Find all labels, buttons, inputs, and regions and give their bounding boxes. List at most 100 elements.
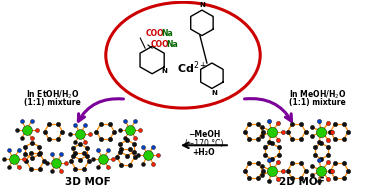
- Point: [28, 167, 34, 170]
- Point: [309, 125, 314, 128]
- Point: [22, 145, 28, 148]
- Point: [42, 130, 48, 133]
- Point: [145, 153, 151, 156]
- FancyArrowPatch shape: [183, 143, 227, 148]
- Point: [266, 180, 272, 183]
- Point: [155, 153, 161, 156]
- Text: Cd$^{2+}$: Cd$^{2+}$: [177, 60, 207, 76]
- Point: [98, 138, 104, 141]
- Text: −MeOH: −MeOH: [188, 130, 220, 139]
- Point: [59, 153, 64, 156]
- Point: [34, 128, 40, 131]
- Point: [46, 138, 52, 141]
- FancyArrowPatch shape: [244, 99, 292, 121]
- Point: [318, 169, 324, 172]
- Point: [325, 146, 331, 149]
- Point: [87, 132, 93, 135]
- Point: [346, 169, 351, 172]
- Point: [150, 145, 156, 148]
- Point: [114, 156, 120, 159]
- Point: [16, 166, 22, 169]
- Text: Na: Na: [161, 29, 173, 38]
- Point: [82, 167, 87, 170]
- Point: [150, 162, 156, 165]
- Point: [84, 154, 90, 157]
- Point: [60, 130, 66, 133]
- Point: [259, 174, 265, 177]
- Point: [255, 162, 261, 165]
- Point: [124, 154, 130, 157]
- Point: [122, 137, 128, 140]
- Text: COO: COO: [150, 40, 169, 49]
- Point: [107, 122, 113, 125]
- Text: Na: Na: [166, 40, 178, 49]
- Point: [289, 162, 295, 165]
- Point: [269, 157, 274, 160]
- Point: [329, 169, 335, 172]
- Point: [96, 149, 101, 152]
- Point: [262, 153, 268, 156]
- Point: [24, 128, 30, 131]
- Text: N: N: [161, 68, 167, 74]
- Text: (∼170 °C): (∼170 °C): [185, 139, 223, 148]
- Point: [100, 157, 106, 160]
- Point: [329, 130, 335, 133]
- Point: [289, 122, 295, 125]
- Point: [82, 124, 88, 127]
- Point: [325, 178, 331, 181]
- Point: [341, 138, 347, 141]
- Point: [131, 150, 137, 153]
- Point: [325, 139, 331, 142]
- Point: [16, 149, 22, 152]
- Point: [117, 150, 123, 153]
- Point: [132, 137, 138, 140]
- Point: [135, 153, 141, 156]
- Point: [6, 149, 12, 152]
- Point: [332, 122, 338, 125]
- Point: [303, 130, 309, 133]
- Point: [127, 148, 133, 151]
- Point: [14, 128, 19, 131]
- Text: N: N: [199, 2, 205, 8]
- Point: [29, 137, 34, 140]
- Point: [118, 148, 124, 151]
- Point: [309, 135, 314, 138]
- Point: [298, 138, 304, 141]
- Point: [285, 169, 291, 172]
- Point: [1, 157, 7, 160]
- Point: [84, 146, 90, 149]
- Point: [72, 124, 78, 127]
- Point: [269, 130, 274, 133]
- Point: [285, 130, 291, 133]
- Point: [82, 152, 87, 155]
- Point: [118, 163, 124, 166]
- Point: [309, 165, 314, 168]
- Point: [276, 153, 281, 156]
- Point: [246, 177, 252, 180]
- Point: [298, 162, 304, 165]
- Text: 3D MOF: 3D MOF: [66, 177, 111, 187]
- Point: [29, 157, 35, 160]
- Point: [276, 161, 281, 164]
- Point: [276, 146, 281, 149]
- Point: [117, 128, 123, 131]
- Point: [44, 161, 49, 164]
- Point: [23, 159, 29, 162]
- Point: [266, 119, 272, 122]
- Point: [37, 167, 42, 170]
- Point: [132, 120, 138, 123]
- Text: COO: COO: [145, 29, 164, 38]
- Point: [127, 163, 133, 166]
- Point: [280, 130, 285, 133]
- Point: [93, 130, 99, 133]
- Point: [105, 149, 111, 152]
- Point: [269, 169, 274, 172]
- Point: [72, 167, 78, 170]
- Point: [28, 152, 34, 155]
- Point: [255, 122, 261, 125]
- Point: [11, 157, 16, 160]
- Point: [332, 177, 338, 180]
- Point: [242, 130, 248, 133]
- Point: [46, 122, 52, 125]
- Point: [36, 153, 42, 156]
